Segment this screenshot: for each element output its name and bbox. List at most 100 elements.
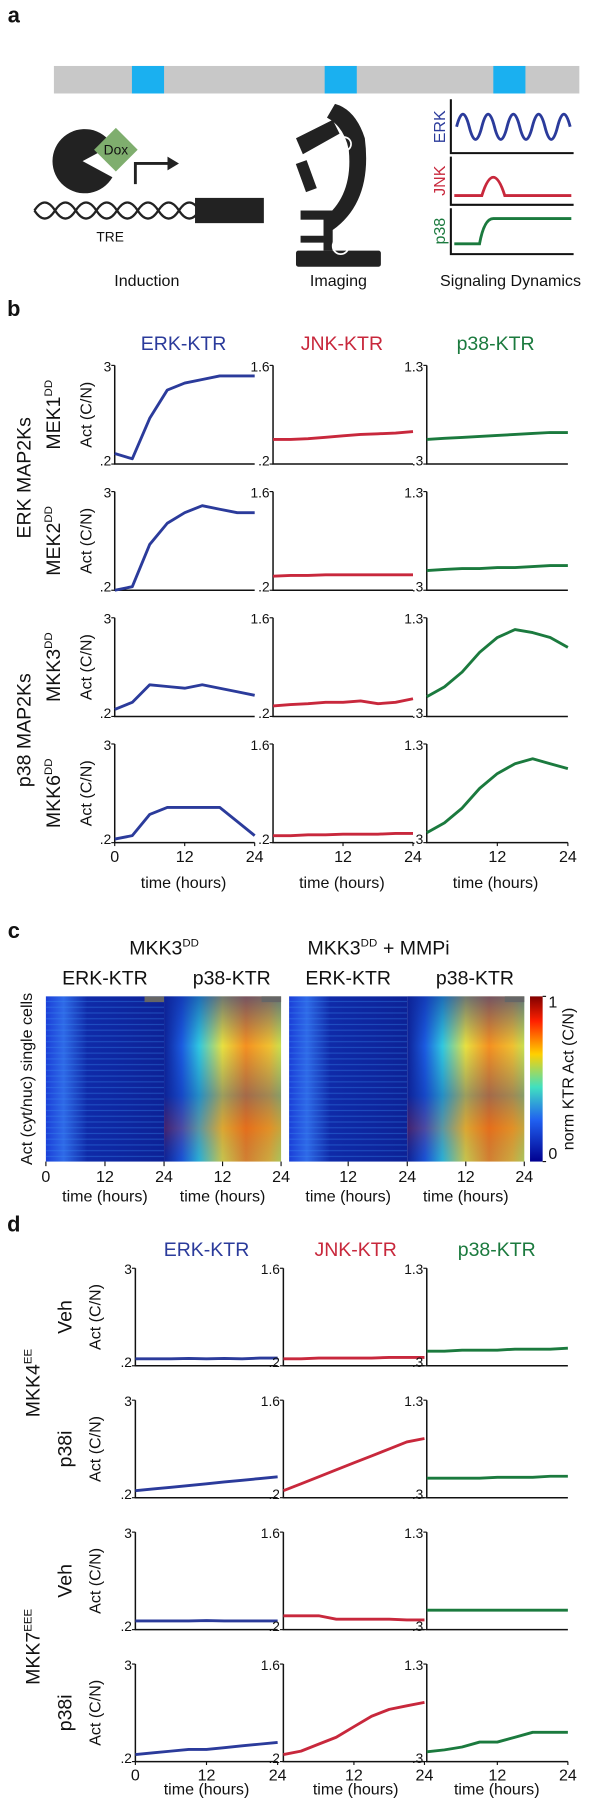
name: MEK2 <box>43 523 65 576</box>
name: MKK3 <box>43 649 65 702</box>
y-tick-label: 1.3 <box>404 486 423 501</box>
y-tick-label: .3 <box>412 453 424 468</box>
missing-data <box>261 996 282 1003</box>
mean-trace <box>426 1730 568 1754</box>
label: Induction <box>114 272 179 290</box>
superscript: DD <box>43 632 55 649</box>
y-tick-label: 1.3 <box>404 738 423 753</box>
label: ERK-KTR <box>164 1239 250 1261</box>
label: Act (C/N) <box>87 1680 105 1746</box>
mean-trace <box>426 564 568 572</box>
y-tick-label: 3 <box>124 1394 132 1409</box>
mean-trace <box>283 1700 425 1756</box>
y-tick-label: .2 <box>120 1619 131 1634</box>
name: MKK3 <box>129 937 182 959</box>
sup-label: MKK4EE <box>22 1348 44 1417</box>
label: time (hours) <box>180 1187 266 1205</box>
x-tick-label: 12 <box>488 848 506 866</box>
label: ERK-KTR <box>305 967 391 989</box>
x-tick-label: 12 <box>457 1168 475 1186</box>
x-tick-label: 12 <box>96 1168 114 1186</box>
y-tick-label: .2 <box>100 580 111 595</box>
x-tick-label: 24 <box>559 848 577 866</box>
y-tick-label: 3 <box>124 1526 132 1541</box>
label: Veh <box>55 1300 77 1334</box>
y-tick-label: .2 <box>100 832 111 847</box>
superscript: DD <box>43 506 55 523</box>
x-tick-label: 24 <box>398 1168 416 1186</box>
name: MEK1 <box>43 396 65 449</box>
label: time (hours) <box>299 874 385 892</box>
label: Act (C/N) <box>87 1284 105 1350</box>
label: JNK-KTR <box>314 1239 396 1261</box>
colorbar-tick-label: 1 <box>548 994 557 1012</box>
label: Act (cyt/nuc) single cells <box>18 993 36 1165</box>
y-tick-label: 1.3 <box>404 612 423 627</box>
y-tick-label: 1.6 <box>261 1658 280 1673</box>
colorbar-tick-label: 0 <box>548 1145 557 1163</box>
y-tick-label: .2 <box>258 832 269 847</box>
y-tick-label: .2 <box>268 1751 279 1766</box>
label: Signaling Dynamics <box>440 272 581 290</box>
imaging-block <box>324 65 357 94</box>
superscript: DD <box>361 937 378 949</box>
label: d <box>7 1212 20 1237</box>
y-tick-label: .2 <box>100 706 111 721</box>
y-tick-label: .3 <box>412 580 424 595</box>
axis <box>282 1664 425 1763</box>
missing-data <box>144 996 165 1003</box>
label: Act (C/N) <box>77 382 95 448</box>
sup-label: MKK3DD <box>129 937 199 959</box>
superscript: EE <box>22 1348 34 1364</box>
superscript: DD <box>43 380 55 397</box>
x-tick-label: 24 <box>155 1168 173 1186</box>
axis <box>272 365 414 465</box>
mean-trace <box>426 757 569 835</box>
x-tick-label: 24 <box>404 848 422 866</box>
x-tick-label: 12 <box>345 1767 363 1785</box>
y-tick-label: 1.6 <box>250 738 269 753</box>
axis <box>426 1532 568 1631</box>
x-tick-label: 24 <box>416 1767 434 1785</box>
x-tick-label: 0 <box>131 1767 140 1785</box>
imaging-block <box>131 65 165 94</box>
y-tick-label: .2 <box>258 453 269 468</box>
label: p38 MAP2Ks <box>13 673 35 787</box>
promoter-arrow <box>133 162 168 185</box>
sup-label: MKK7EEE <box>22 1608 44 1684</box>
label: TRE <box>96 230 123 245</box>
y-tick-label: 3 <box>104 486 112 501</box>
y-tick-label: .2 <box>268 1487 279 1502</box>
mean-trace <box>426 431 568 441</box>
mean-trace <box>426 1474 568 1480</box>
axis <box>426 1664 568 1763</box>
label: p38-KTR <box>436 967 514 989</box>
label: p38-KTR <box>457 333 535 355</box>
label: ERK-KTR <box>141 333 227 355</box>
label: ERK MAP2Ks <box>13 417 35 539</box>
heatmap-texture <box>289 996 408 1162</box>
heatmaps <box>45 996 543 1162</box>
y-tick-label: .3 <box>412 706 424 721</box>
y-tick-label: .2 <box>258 580 269 595</box>
mean-trace <box>272 573 414 578</box>
y-tick-label: .2 <box>258 706 269 721</box>
superscript: EEE <box>22 1608 34 1631</box>
y-tick-label: .2 <box>120 1487 131 1502</box>
axis <box>426 617 568 718</box>
label: Act (C/N) <box>87 1416 105 1482</box>
label: p38-KTR <box>193 967 271 989</box>
y-tick-label: 1.6 <box>250 612 269 627</box>
superscript: DD <box>43 758 55 775</box>
mean-trace <box>135 1740 278 1756</box>
label: b <box>7 296 20 321</box>
axis <box>134 1532 278 1631</box>
label: Imaging <box>310 272 367 290</box>
y-tick-label: 1.3 <box>404 1658 423 1673</box>
p38-dynamics <box>454 217 572 246</box>
mean-trace <box>272 697 414 708</box>
label: time (hours) <box>305 1187 391 1205</box>
axis <box>426 365 568 465</box>
y-tick-label: .2 <box>120 1751 131 1766</box>
name: MKK3 <box>308 937 361 959</box>
